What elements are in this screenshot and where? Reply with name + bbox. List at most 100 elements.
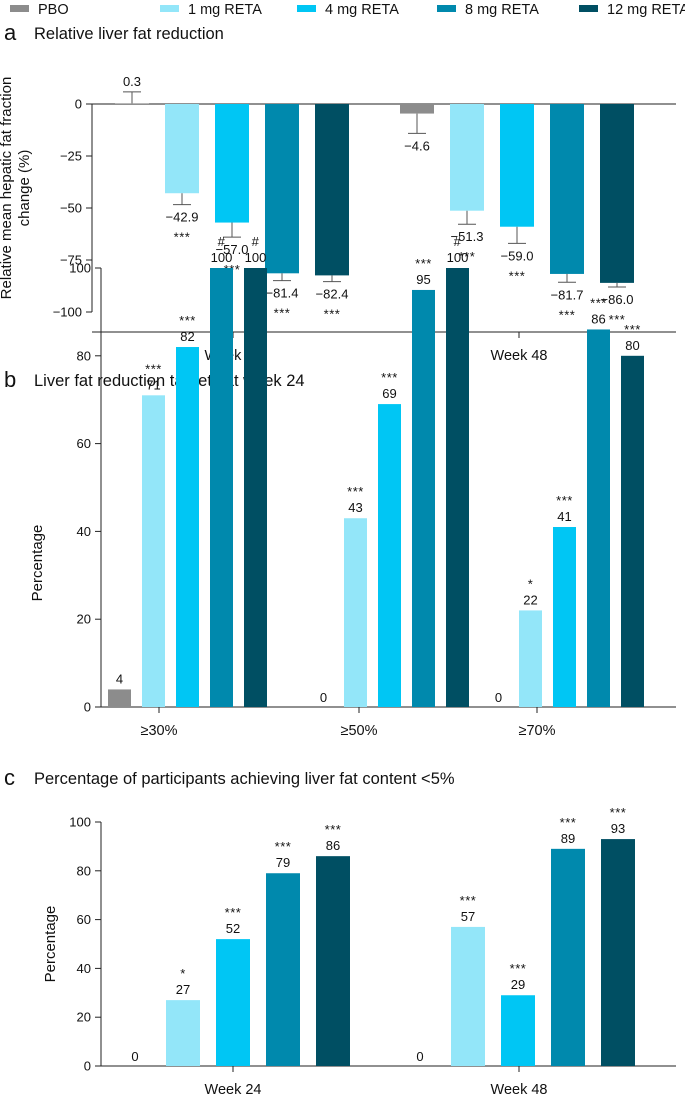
- significance-label: ***: [460, 893, 477, 908]
- bar: [216, 939, 250, 1066]
- data-label: 0.3: [123, 74, 141, 89]
- bar: [115, 103, 149, 104]
- data-label: 89: [561, 831, 575, 846]
- bar: [519, 610, 542, 707]
- y-tick-label: 40: [77, 961, 91, 976]
- bar: [176, 347, 199, 707]
- x-category-label: Week 24: [205, 1082, 262, 1098]
- data-label: 0: [320, 690, 327, 705]
- y-tick-label: 0: [75, 97, 82, 112]
- y-tick-label: 0: [84, 1059, 91, 1074]
- legend-label: 4 mg RETA: [325, 2, 399, 18]
- data-label: 100: [447, 250, 469, 265]
- bar: [165, 104, 199, 194]
- x-category-label: Week 48: [491, 348, 548, 364]
- data-label: 4: [116, 671, 123, 686]
- panel-b: b Liver fat reduction targets at week 24 P…: [4, 234, 676, 739]
- legend-swatch: [437, 5, 456, 12]
- bar: [266, 873, 300, 1066]
- data-label: 71: [146, 377, 160, 392]
- bar: [215, 104, 249, 223]
- data-label: 22: [523, 592, 537, 607]
- data-label: 69: [382, 386, 396, 401]
- significance-label: ***: [145, 361, 162, 376]
- y-tick-label: 100: [69, 815, 91, 830]
- y-tick-label: −50: [60, 201, 82, 216]
- significance-label: *: [180, 966, 186, 981]
- bar: [378, 404, 401, 707]
- data-label: 57: [461, 909, 475, 924]
- legend-label: 8 mg RETA: [465, 2, 539, 18]
- x-category-label: ≥50%: [341, 723, 378, 739]
- data-label: −82.4: [316, 287, 349, 302]
- y-tick-label: 20: [77, 612, 91, 627]
- data-label: −42.9: [166, 210, 199, 225]
- bar: [587, 329, 610, 707]
- bar: [412, 289, 435, 707]
- y-tick-label: 80: [77, 348, 91, 363]
- significance-label: ***: [459, 249, 476, 264]
- bar: [451, 926, 485, 1066]
- bar: [501, 995, 535, 1066]
- significance-label: ***: [275, 839, 292, 854]
- bar: [600, 104, 634, 283]
- y-tick-label: 0: [84, 700, 91, 715]
- panel-title: Percentage of participants achieving liv…: [34, 770, 455, 788]
- panel-letter: c: [4, 765, 15, 790]
- panel-letter: b: [4, 367, 16, 392]
- data-label: 82: [180, 329, 194, 344]
- significance-label: ***: [274, 306, 291, 321]
- data-label: 100: [211, 250, 233, 265]
- bar: [400, 104, 434, 114]
- data-label: 79: [276, 855, 290, 870]
- y-tick-label: 60: [77, 436, 91, 451]
- legend-swatch: [160, 5, 179, 12]
- bar: [316, 856, 350, 1066]
- significance-label: ***: [324, 307, 341, 322]
- significance-label: ***: [174, 230, 191, 245]
- data-label: 100: [245, 250, 267, 265]
- significance-label: ***: [415, 256, 432, 271]
- bar: [142, 395, 165, 707]
- bar: [550, 104, 584, 274]
- significance-label: ***: [556, 493, 573, 508]
- data-label: 86: [591, 311, 605, 326]
- y-tick-label: −75: [60, 253, 82, 268]
- data-label: −81.7: [551, 287, 584, 302]
- panel-c: c Percentage of participants achieving li…: [4, 765, 676, 1098]
- bar: [210, 268, 233, 707]
- legend-swatch: [579, 5, 598, 12]
- y-tick-label: 100: [69, 261, 91, 276]
- bar: [450, 104, 484, 211]
- legend-label: 1 mg RETA: [188, 2, 262, 18]
- significance-label: ***: [325, 822, 342, 837]
- bar: [315, 104, 349, 276]
- bar: [265, 104, 299, 274]
- significance-label: #: [218, 234, 226, 249]
- y-axis-label-line: change (%): [16, 150, 33, 227]
- significance-label: ***: [590, 295, 607, 310]
- significance-label: ***: [559, 307, 576, 322]
- x-category-label: Week 48: [491, 1082, 548, 1098]
- y-axis-label-line: Percentage: [29, 525, 46, 602]
- bar: [601, 839, 635, 1066]
- panel-letter: a: [4, 20, 17, 45]
- y-axis-label: Percentage: [42, 906, 59, 983]
- significance-label: ***: [381, 370, 398, 385]
- data-label: 93: [611, 821, 625, 836]
- x-category-label: ≥30%: [141, 723, 178, 739]
- significance-label: #: [454, 234, 462, 249]
- significance-label: ***: [509, 268, 526, 283]
- significance-label: ***: [225, 905, 242, 920]
- data-label: 41: [557, 509, 571, 524]
- y-tick-label: 80: [77, 863, 91, 878]
- data-label: −86.0: [601, 292, 634, 307]
- y-axis-label-line: Relative mean hepatic fat fraction: [0, 77, 15, 300]
- y-tick-label: −100: [53, 305, 82, 320]
- data-label: 0: [416, 1049, 423, 1064]
- data-label: 27: [176, 982, 190, 997]
- legend-label: PBO: [38, 2, 69, 18]
- significance-label: ***: [179, 313, 196, 328]
- y-tick-label: −25: [60, 149, 82, 164]
